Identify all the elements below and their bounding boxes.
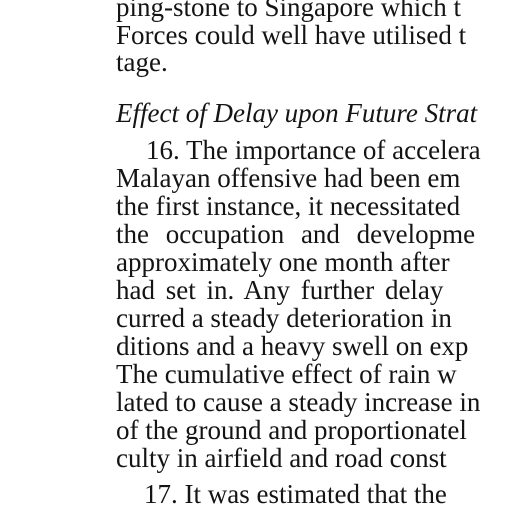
text-line: The cumulative effect of rain w: [116, 359, 457, 389]
text-line: Malayan offensive had been em: [116, 163, 461, 193]
text-line: of the ground and proportionatel: [116, 415, 467, 445]
text-line: approximately one month after: [116, 247, 450, 277]
text-line: 16. The importance of accelera: [146, 135, 481, 165]
text-line: tage.: [116, 47, 168, 77]
text-line: ditions and a heavy swell on exp: [116, 331, 469, 361]
text-line: culty in airfield and road const: [116, 443, 447, 473]
text-line: 17. It was estimated that the: [144, 479, 447, 509]
text-line: ping-stone to Singapore which t: [116, 0, 461, 22]
text-line: the occupation and developme: [116, 219, 476, 249]
text-line: had set in. Any further delay: [116, 275, 444, 305]
section-heading: Effect of Delay upon Future Strat: [116, 98, 478, 128]
text-line: lated to cause a steady increase in: [116, 387, 481, 417]
text-line: the first instance, it necessitated: [116, 191, 461, 221]
text-line: Forces could well have utilised t: [116, 20, 467, 50]
text-line: curred a steady deterioration in: [116, 303, 452, 333]
